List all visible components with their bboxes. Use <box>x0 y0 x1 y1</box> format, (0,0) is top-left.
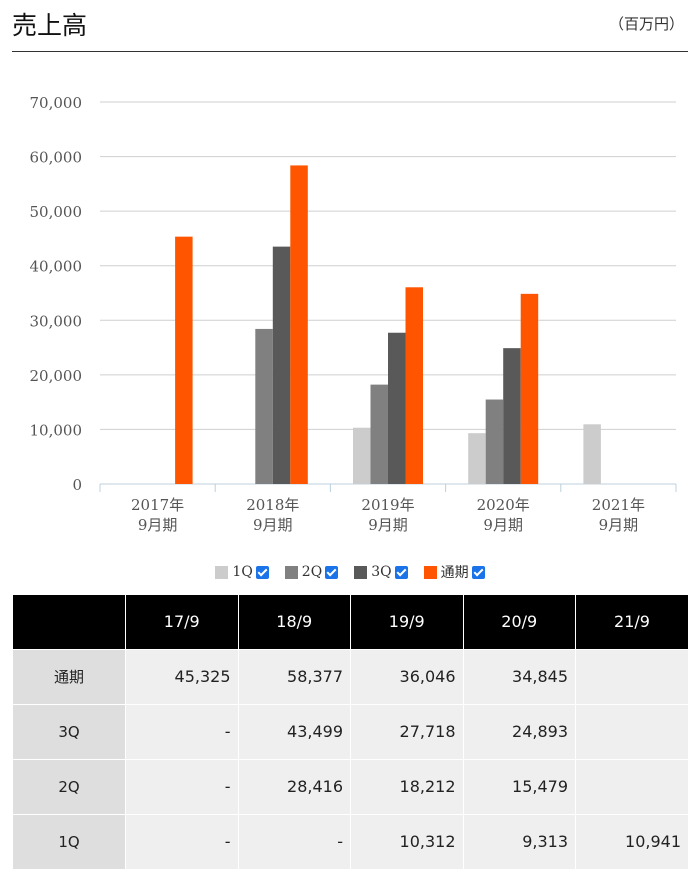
table-cell: 28,416 <box>238 758 351 814</box>
table-cell: 15,479 <box>463 758 576 814</box>
column-header: 19/9 <box>350 595 464 649</box>
y-tick-label: 50,000 <box>30 203 83 221</box>
y-tick-label: 20,000 <box>30 367 83 385</box>
x-tick-label: 2020年 <box>477 496 530 514</box>
legend-swatch-3q <box>354 565 368 579</box>
table-cell: - <box>125 813 239 869</box>
table-cell: 34,845 <box>463 648 576 704</box>
column-header: 17/9 <box>125 595 239 649</box>
checkbox-checked-icon[interactable] <box>255 565 269 579</box>
table-cell: - <box>238 813 351 869</box>
x-tick-label: 2019年 <box>361 496 414 514</box>
column-header: 21/9 <box>575 595 688 649</box>
table-cell <box>575 703 688 759</box>
legend-item-full-year[interactable]: 通期 <box>423 562 485 582</box>
bar-1q <box>583 424 601 484</box>
row-header: 通期 <box>13 648 126 704</box>
bar-3q <box>503 348 521 484</box>
table-cell: - <box>125 703 239 759</box>
x-tick-label: 9月期 <box>138 516 178 534</box>
bar-2q <box>485 399 504 484</box>
row-header: 1Q <box>13 813 126 869</box>
table-cell: 43,499 <box>238 703 351 759</box>
y-tick-label: 70,000 <box>30 94 83 112</box>
table-cell: 45,325 <box>125 648 239 704</box>
table-cell: 24,893 <box>463 703 576 759</box>
legend-item-3q[interactable]: 3Q <box>354 562 408 582</box>
revenue-table: 17/9 18/9 19/9 20/9 21/9 通期 45,325 58,37… <box>13 595 688 869</box>
table-cell <box>575 648 688 704</box>
page-title: 売上高 <box>12 11 88 40</box>
legend-swatch-full-year <box>423 565 437 579</box>
revenue-bar-chart: 0 10,000 20,000 30,000 40,000 50,000 60,000 70,… <box>30 94 677 534</box>
x-tick-label: 9月期 <box>599 516 639 534</box>
chart-header: 売上高 （百万円） <box>12 0 688 52</box>
bar-通期 <box>520 293 539 484</box>
y-tick-label: 0 <box>72 476 82 494</box>
bar-2q <box>255 328 273 484</box>
checkbox-checked-icon[interactable] <box>394 565 408 579</box>
table-cell: 10,941 <box>575 813 688 869</box>
table-cell: 10,312 <box>350 813 464 869</box>
table-cell <box>575 758 688 814</box>
row-header: 3Q <box>13 703 126 759</box>
table-cell: 27,718 <box>350 703 464 759</box>
legend-label-full-year: 通期 <box>440 565 469 581</box>
legend-label-2q: 2Q <box>301 564 323 580</box>
bar-3q <box>272 246 291 484</box>
column-header: 20/9 <box>463 595 576 649</box>
x-tick-label: 9月期 <box>483 516 523 534</box>
legend-swatch-1q <box>215 565 229 579</box>
legend-item-1q[interactable]: 1Q <box>215 562 269 582</box>
legend-label-1q: 1Q <box>232 564 253 580</box>
legend-label-3q: 3Q <box>371 564 392 580</box>
table-cell: 58,377 <box>238 648 351 704</box>
bar-通期 <box>175 236 193 484</box>
bar-通期 <box>405 287 423 484</box>
bar-2q <box>370 384 388 484</box>
checkbox-checked-icon[interactable] <box>471 565 485 579</box>
y-tick-label: 10,000 <box>30 421 83 439</box>
table-cell: 36,046 <box>350 648 464 704</box>
legend-swatch-2q <box>284 565 298 579</box>
table-header-row: 17/9 18/9 19/9 20/9 21/9 <box>13 595 688 649</box>
table-row: 2Q - 28,416 18,212 15,479 <box>13 758 688 814</box>
table-cell: 9,313 <box>463 813 576 869</box>
row-header: 2Q <box>13 758 126 814</box>
x-tick-label: 2017年 <box>131 496 184 514</box>
legend-item-2q[interactable]: 2Q <box>284 562 339 582</box>
bar-1q <box>468 433 486 484</box>
y-tick-label: 30,000 <box>30 312 83 330</box>
bar-3q <box>388 332 406 484</box>
checkbox-checked-icon[interactable] <box>325 565 339 579</box>
table-cell: 18,212 <box>350 758 464 814</box>
table-row: 通期 45,325 58,377 36,046 34,845 <box>13 648 688 704</box>
column-header-blank <box>13 595 126 649</box>
unit-label: （百万円） <box>608 15 684 33</box>
table-row: 1Q - - 10,312 9,313 10,941 <box>13 813 688 869</box>
column-header: 18/9 <box>238 595 351 649</box>
table-row: 3Q - 43,499 27,718 24,893 <box>13 703 688 759</box>
x-tick-label: 9月期 <box>253 516 293 534</box>
y-tick-label: 60,000 <box>30 149 83 167</box>
chart-legend: 1Q 2Q 3Q 通期 <box>0 562 700 582</box>
x-tick-label: 2018年 <box>246 496 299 514</box>
table-cell: - <box>125 758 239 814</box>
bar-1q <box>353 427 371 484</box>
x-tick-label: 9月期 <box>368 516 408 534</box>
y-tick-label: 40,000 <box>30 258 83 276</box>
bar-通期 <box>290 165 308 484</box>
x-tick-label: 2021年 <box>592 496 645 514</box>
